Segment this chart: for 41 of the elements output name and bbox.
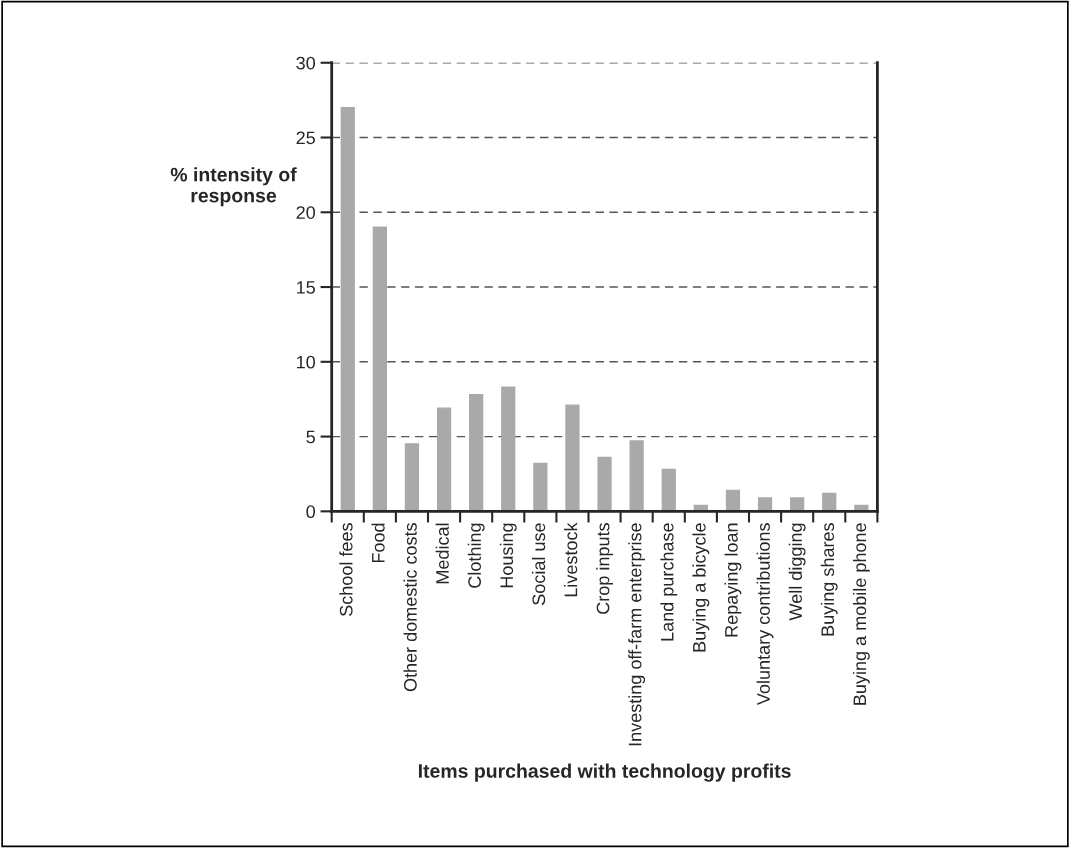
bar bbox=[725, 489, 741, 512]
x-tick-label: Buying a mobile phone bbox=[852, 523, 870, 705]
x-tick-label: Social use bbox=[531, 523, 546, 605]
x-tick-label: Investing off-farm enterprise bbox=[628, 523, 646, 746]
x-axis-title: Items purchased with technology profits bbox=[418, 763, 791, 782]
y-tick-label: 0 bbox=[306, 505, 316, 519]
x-tick-label: Clothing bbox=[467, 523, 485, 588]
x-tick-label: Buying shares bbox=[820, 523, 838, 636]
bar bbox=[340, 106, 355, 512]
x-tick-label: Well digging bbox=[788, 523, 806, 621]
bar bbox=[822, 492, 837, 512]
x-tick-label: Crop inputs bbox=[596, 523, 613, 614]
y-tick-label: 30 bbox=[296, 56, 316, 70]
bar bbox=[597, 456, 612, 512]
x-tick-label: Repaying loan bbox=[724, 523, 742, 637]
x-tick-label: Housing bbox=[499, 523, 517, 588]
bar bbox=[404, 443, 420, 512]
bar bbox=[533, 462, 548, 512]
bar bbox=[565, 404, 580, 512]
x-tick-label: Other domestic costs bbox=[403, 523, 417, 692]
bar bbox=[372, 226, 387, 512]
bar bbox=[469, 394, 484, 512]
x-tick-label: Livestock bbox=[564, 522, 578, 597]
bar bbox=[757, 497, 773, 512]
bar bbox=[501, 386, 516, 512]
bar bbox=[629, 440, 644, 512]
x-tick-label: Land purchase bbox=[660, 523, 678, 641]
bar bbox=[436, 407, 452, 512]
y-tick-label: 20 bbox=[296, 206, 316, 219]
x-tick-label: Food bbox=[371, 523, 385, 563]
bar bbox=[661, 468, 676, 512]
x-tick-label: Medical bbox=[435, 523, 449, 584]
bar bbox=[790, 497, 805, 512]
y-tick-label: 5 bbox=[306, 430, 315, 444]
x-tick-label: Voluntary contributions bbox=[756, 523, 774, 706]
x-tick-label: School fees bbox=[339, 523, 353, 616]
y-tick-label: 15 bbox=[297, 281, 315, 294]
y-tick-label: 25 bbox=[296, 131, 315, 145]
y-tick-label: 10 bbox=[297, 355, 316, 369]
y-axis-title: % intensity of response bbox=[170, 167, 297, 207]
x-tick-label: Buying a bicycle bbox=[692, 523, 710, 652]
